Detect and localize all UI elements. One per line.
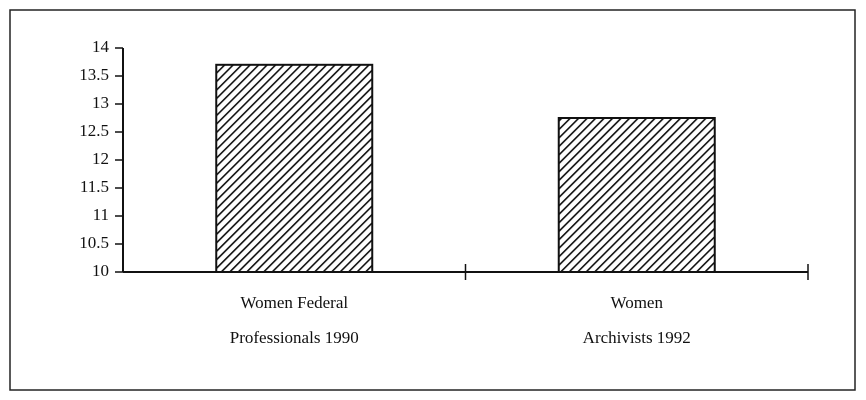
y-tick-label: 14	[92, 37, 110, 56]
y-tick-label: 12	[92, 149, 109, 168]
y-tick-label: 10	[92, 261, 109, 280]
bar	[557, 117, 716, 273]
x-tick-label: Women Federal Professionals 1990	[229, 293, 359, 347]
y-tick-label: 12.5	[79, 121, 109, 140]
y-tick-label: 10.5	[79, 233, 109, 252]
y-tick-label: 13.5	[79, 65, 109, 84]
y-tick-label: 11.5	[80, 177, 109, 196]
y-tick-label: 11	[93, 205, 109, 224]
bar	[215, 63, 374, 273]
y-tick-label: 13	[92, 93, 109, 112]
frame	[9, 9, 856, 391]
x-tick-label: Women Archivists 1992	[582, 293, 691, 347]
